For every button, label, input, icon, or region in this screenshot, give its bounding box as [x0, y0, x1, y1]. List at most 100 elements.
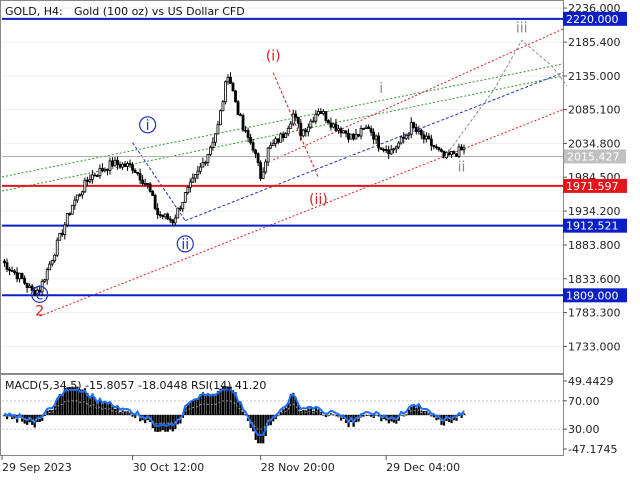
- candle-body: [18, 273, 21, 280]
- candle-body: [329, 122, 333, 128]
- candle-body: [96, 175, 99, 177]
- candle-body: [392, 148, 396, 151]
- candle-body: [43, 279, 47, 282]
- macd-bar: [425, 410, 428, 415]
- macd-bar: [294, 397, 297, 415]
- candle-body: [369, 128, 373, 133]
- macd-bar: [377, 415, 380, 417]
- candle-body: [23, 277, 26, 284]
- price-pane[interactable]: [0, 0, 564, 374]
- level-label: 1912.521: [566, 220, 619, 233]
- wave-label-circle: [139, 116, 157, 134]
- candle-body: [349, 133, 353, 140]
- level-tag: [563, 11, 627, 26]
- candle-body: [244, 129, 247, 132]
- candle-body: [364, 126, 368, 129]
- candle-body: [33, 290, 37, 296]
- candle-body: [83, 179, 87, 193]
- macd-bar: [211, 393, 215, 415]
- candle-body: [347, 132, 350, 140]
- wave-label-circle: [176, 235, 194, 253]
- macd-bar: [116, 407, 119, 415]
- blue-channel-line: [185, 72, 564, 222]
- macd-bar: [407, 409, 410, 415]
- macd-bar: [234, 392, 237, 415]
- candle-body: [48, 263, 52, 271]
- macd-bar: [317, 409, 320, 415]
- candle-body: [209, 147, 212, 155]
- candle-body: [143, 182, 147, 185]
- candle-body: [78, 194, 82, 197]
- candle-body: [434, 146, 438, 149]
- macd-bar: [432, 415, 436, 418]
- macd-bar: [171, 415, 174, 432]
- macd-bar: [58, 394, 61, 415]
- candle-body: [85, 179, 89, 182]
- candle-body: [131, 164, 134, 171]
- time-tick-label: 29 Dec 04:00: [386, 461, 460, 474]
- candle-body: [359, 128, 363, 137]
- candle-body: [374, 135, 378, 140]
- macd-bar: [457, 415, 461, 417]
- candle-body: [168, 218, 172, 221]
- candle-body: [193, 174, 197, 179]
- candle-body: [304, 129, 308, 133]
- candle-body: [455, 153, 458, 157]
- rsi-line: [3, 388, 465, 436]
- macd-bar: [460, 415, 463, 418]
- candle-body: [148, 183, 152, 192]
- macd-bar: [324, 415, 328, 418]
- green-trend-lines: [1, 63, 564, 192]
- macd-bar: [73, 387, 77, 415]
- candle-body: [121, 163, 124, 168]
- candle-body: [151, 190, 155, 196]
- price-tick-label: 2236.000: [568, 2, 621, 15]
- candle-body: [394, 146, 398, 150]
- candle-body: [163, 213, 167, 218]
- horizontal-levels: [2, 17, 563, 297]
- level-tag: [563, 178, 627, 193]
- candle-body: [412, 122, 416, 128]
- candle-body: [379, 147, 383, 150]
- macd-bar: [41, 415, 44, 421]
- candle-body: [196, 170, 200, 175]
- price-tick-label: 1934.200: [568, 205, 621, 218]
- candle-body: [291, 113, 295, 125]
- candle-body: [166, 213, 170, 220]
- macd-bar: [164, 415, 167, 432]
- candle-body: [306, 126, 310, 133]
- candle-body: [427, 135, 431, 140]
- candle-body: [339, 128, 343, 134]
- candle-body: [236, 101, 240, 116]
- macd-bar: [186, 405, 190, 415]
- macd-bar: [239, 402, 242, 415]
- candle-body: [352, 133, 355, 140]
- candle-body: [188, 181, 192, 188]
- price-tick-label: 2135.000: [568, 70, 621, 83]
- signal-line: [4, 400, 465, 430]
- candle-body: [440, 149, 443, 152]
- candle-body: [424, 135, 428, 140]
- candle-body: [276, 138, 280, 143]
- candle-body: [251, 142, 255, 151]
- candle-body: [198, 166, 202, 172]
- time-axis: 29 Sep 2023 30 Oct 12:00 28 Nov 20:00 29 De…: [1, 455, 460, 474]
- wave-label: (ii): [309, 192, 328, 208]
- candle-body: [68, 213, 72, 215]
- candle-body: [319, 111, 323, 114]
- candle-body: [274, 138, 278, 144]
- candle-body: [246, 130, 250, 138]
- macd-bar: [339, 415, 343, 421]
- macd-bar: [131, 415, 134, 417]
- candle-body: [118, 164, 122, 168]
- candle-body: [309, 120, 313, 128]
- candle-body: [261, 171, 265, 179]
- macd-bar: [119, 411, 122, 415]
- candle-body: [25, 282, 29, 288]
- macd-bar: [46, 410, 49, 415]
- macd-bar: [124, 411, 127, 415]
- candle-body: [321, 111, 325, 114]
- level-label: 1809.000: [566, 289, 619, 302]
- candle-body: [214, 133, 217, 143]
